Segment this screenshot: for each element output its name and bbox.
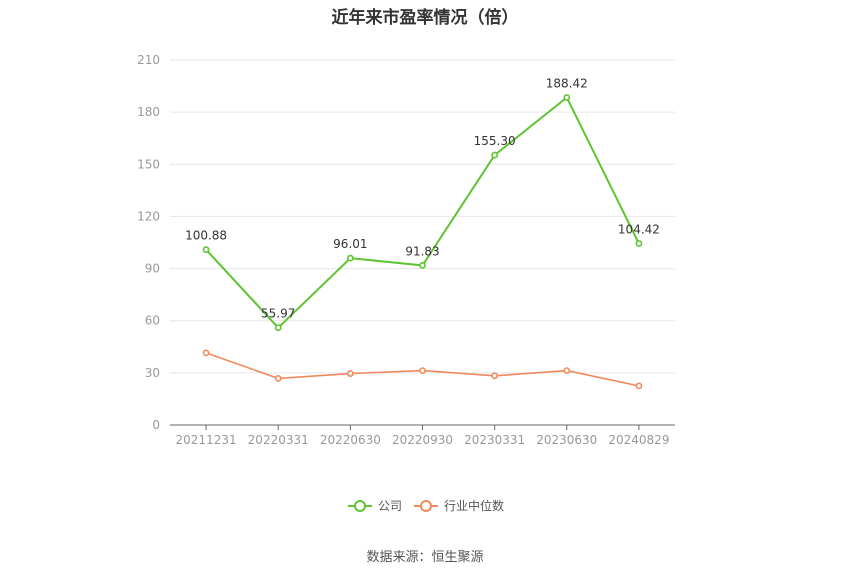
legend[interactable]: 公司 行业中位数	[348, 498, 504, 513]
y-tick-label: 30	[145, 366, 160, 380]
x-tick-label: 20211231	[176, 433, 237, 447]
series-point-1[interactable]	[202, 349, 210, 357]
legend-marker-icon	[420, 500, 432, 512]
series-point-1[interactable]	[274, 375, 282, 382]
data-source: 数据来源：恒生聚源	[366, 550, 484, 565]
y-tick-label: 210	[137, 53, 160, 67]
legend-label: 公司	[378, 499, 402, 513]
legend-marker-icon	[354, 500, 366, 512]
x-tick-label: 20230630	[536, 433, 597, 447]
data-label: 188.42	[546, 77, 588, 91]
x-tick-label: 20220630	[320, 433, 381, 447]
series-point-0[interactable]	[419, 261, 426, 269]
series-point-1[interactable]	[346, 370, 354, 377]
y-tick-label: 0	[152, 418, 160, 432]
series-point-0[interactable]	[635, 240, 643, 247]
legend-item-1[interactable]: 行业中位数	[414, 498, 504, 513]
data-labels: 100.88 55.97 96.01 91.83 155.30 188.42 104.42	[185, 77, 660, 321]
series-point-1[interactable]	[419, 367, 426, 374]
y-tick-label: 150	[137, 157, 160, 171]
data-label: 100.88	[185, 229, 227, 243]
series-point-1[interactable]	[635, 382, 643, 390]
grid-lines	[170, 59, 675, 374]
series-point-0[interactable]	[346, 254, 354, 262]
data-label: 104.42	[618, 223, 660, 237]
y-tick-label: 180	[137, 105, 160, 119]
series-point-0[interactable]	[491, 151, 499, 159]
legend-label: 行业中位数	[444, 498, 504, 513]
series-point-1[interactable]	[563, 367, 571, 374]
series-point-0[interactable]	[202, 246, 210, 254]
x-tick-label: 20220331	[248, 433, 309, 447]
data-label: 155.30	[474, 134, 516, 148]
x-tick-label: 20220930	[392, 433, 453, 447]
series-lines	[202, 94, 643, 390]
series-point-1[interactable]	[491, 372, 499, 380]
axes: 0 30 60 90 120 150 180 210 20211231 20220331 20220…	[137, 53, 675, 447]
y-tick-label: 60	[145, 314, 160, 328]
x-tick-label: 20230331	[464, 433, 525, 447]
series-line-0	[205, 95, 640, 330]
data-label: 55.97	[261, 307, 295, 321]
series-point-0[interactable]	[563, 94, 571, 101]
data-label: 96.01	[333, 237, 367, 251]
x-tick-label: 20240829	[608, 433, 669, 447]
data-label: 91.83	[405, 244, 439, 258]
legend-item-0[interactable]: 公司	[348, 499, 402, 513]
y-tick-label: 120	[137, 209, 160, 223]
series-point-0[interactable]	[274, 324, 282, 332]
chart-title: 近年来市盈率情况（倍）	[331, 8, 519, 28]
y-tick-label: 90	[145, 262, 160, 276]
